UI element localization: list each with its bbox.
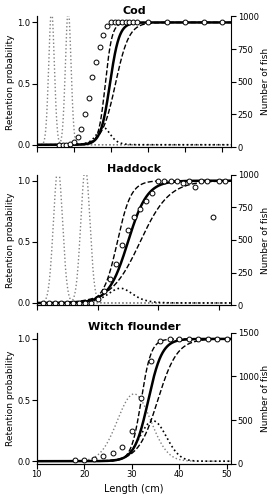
Y-axis label: Retention probability: Retention probability (6, 34, 15, 130)
X-axis label: Length (cm): Length (cm) (104, 484, 164, 494)
Title: Haddock: Haddock (107, 164, 161, 174)
Y-axis label: Retention probability: Retention probability (6, 192, 15, 288)
Y-axis label: Retention probability: Retention probability (6, 350, 15, 446)
Y-axis label: Number of fish: Number of fish (261, 48, 270, 116)
Title: Cod: Cod (122, 6, 146, 16)
Y-axis label: Number of fish: Number of fish (261, 206, 270, 274)
Y-axis label: Number of fish: Number of fish (261, 364, 270, 432)
Title: Witch flounder: Witch flounder (88, 322, 181, 332)
